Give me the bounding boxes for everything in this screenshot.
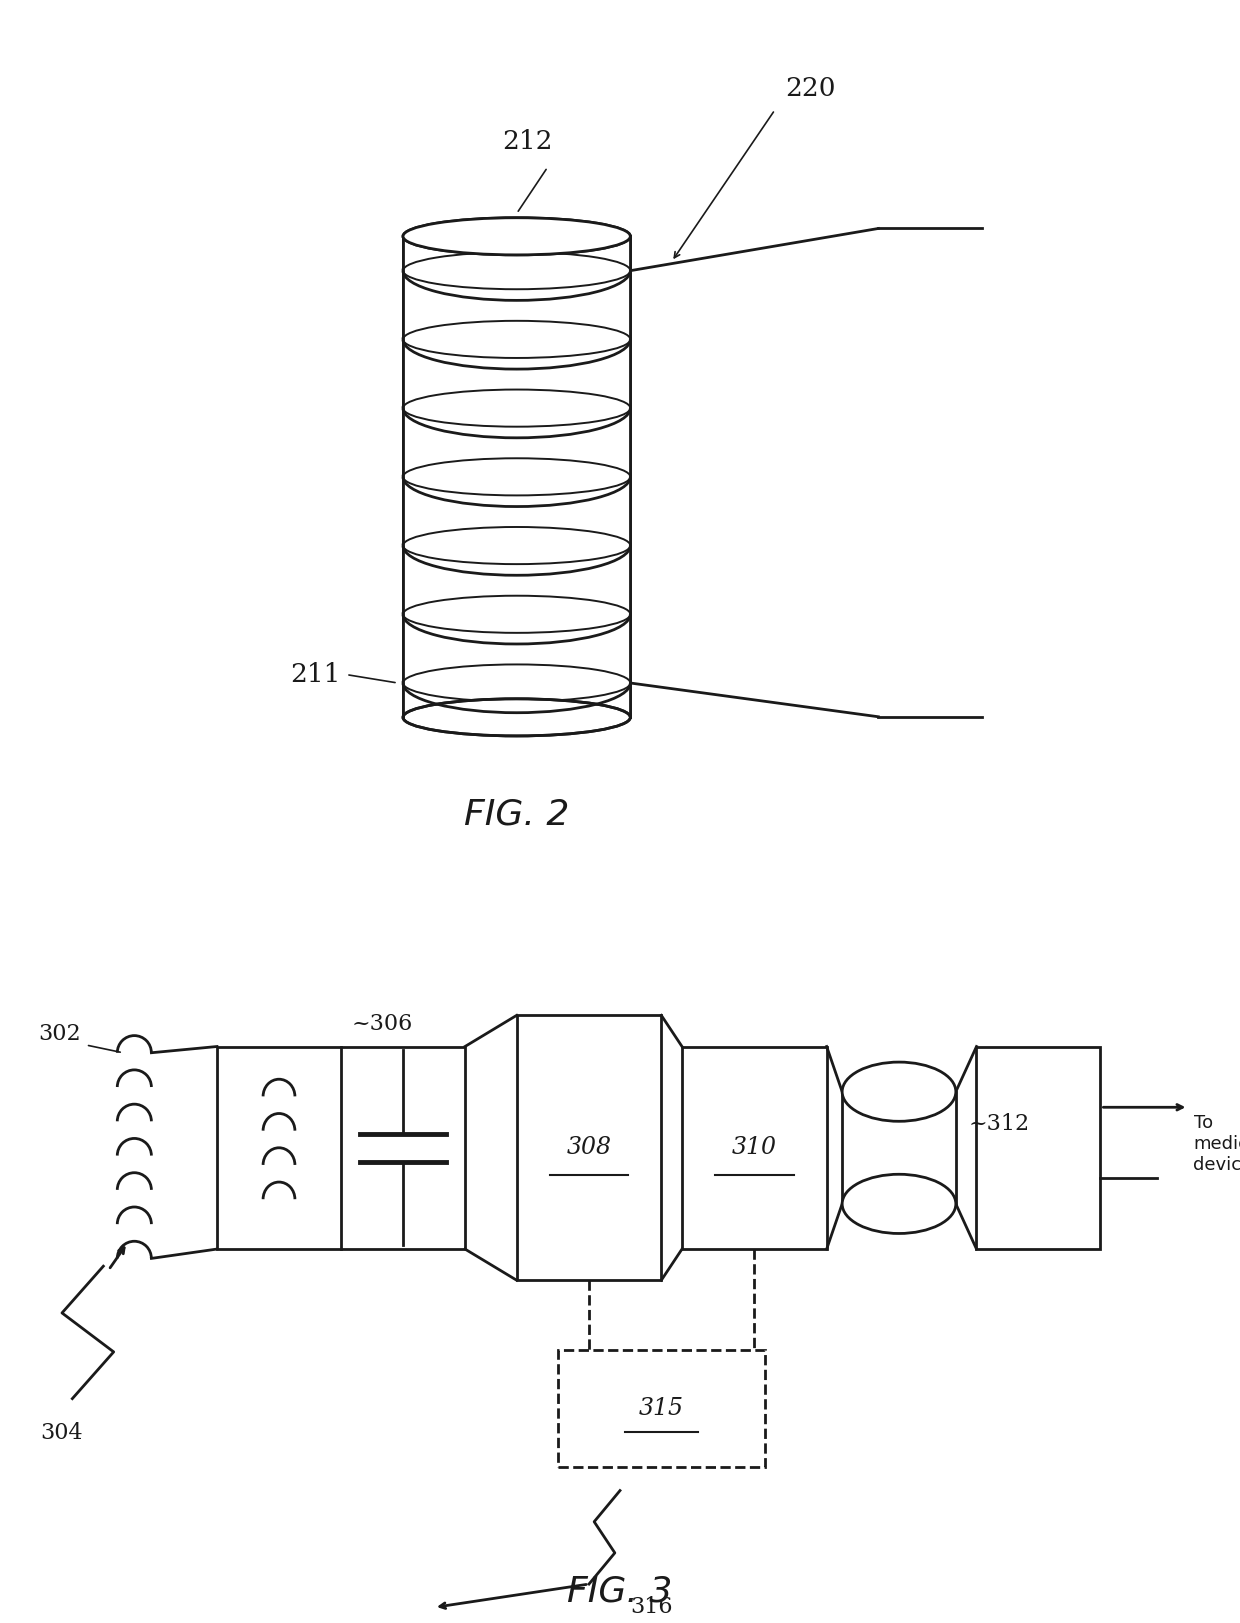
Bar — [842, 1092, 956, 1204]
Ellipse shape — [403, 390, 630, 427]
Ellipse shape — [403, 527, 630, 565]
Text: 212: 212 — [502, 130, 552, 154]
Text: FIG. 2: FIG. 2 — [464, 797, 569, 831]
Text: ~312: ~312 — [968, 1113, 1029, 1136]
Ellipse shape — [403, 217, 630, 255]
Ellipse shape — [842, 1061, 956, 1121]
Text: FIG. 3: FIG. 3 — [568, 1574, 672, 1608]
Bar — [682, 1047, 827, 1250]
Text: 220: 220 — [785, 76, 836, 101]
Text: 308: 308 — [567, 1136, 611, 1159]
Ellipse shape — [842, 1175, 956, 1233]
Bar — [217, 1047, 465, 1250]
Text: 310: 310 — [732, 1136, 776, 1159]
Bar — [517, 1016, 661, 1281]
Text: ~306: ~306 — [351, 1013, 413, 1035]
Ellipse shape — [403, 596, 630, 633]
Ellipse shape — [403, 700, 630, 735]
Ellipse shape — [403, 252, 630, 289]
Ellipse shape — [403, 664, 630, 701]
Bar — [403, 237, 630, 717]
Ellipse shape — [403, 321, 630, 359]
Text: 302: 302 — [38, 1022, 81, 1045]
Ellipse shape — [403, 217, 630, 255]
Text: 211: 211 — [290, 662, 341, 687]
Text: To
medical
device: To medical device — [1193, 1113, 1240, 1173]
Text: 304: 304 — [41, 1422, 83, 1444]
Text: 316: 316 — [630, 1595, 673, 1618]
Text: 315: 315 — [639, 1397, 683, 1420]
Bar — [558, 1350, 765, 1467]
Ellipse shape — [403, 458, 630, 495]
Bar — [976, 1047, 1100, 1250]
